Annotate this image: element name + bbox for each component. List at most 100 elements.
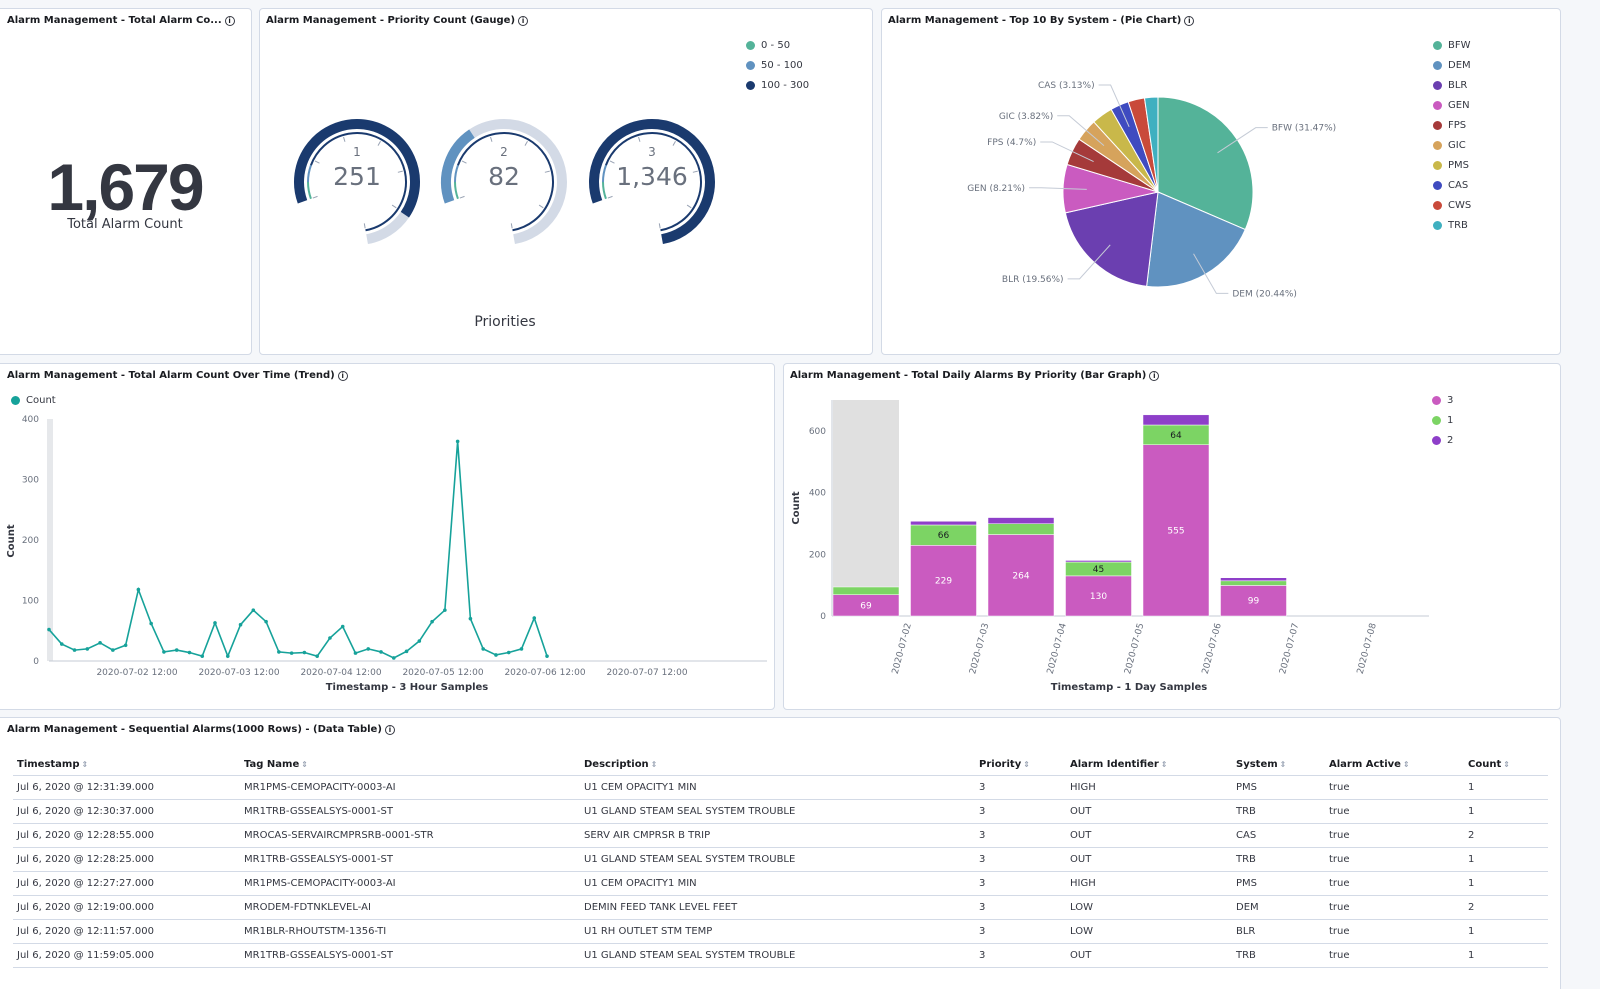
info-icon[interactable]: i <box>518 15 529 26</box>
trend-point[interactable] <box>366 647 371 651</box>
bar-segment-p3[interactable] <box>910 545 977 617</box>
gauge-legend-item[interactable]: 50 - 100 <box>746 55 809 75</box>
pie-legend-item[interactable]: BFW <box>1433 35 1471 55</box>
trend-point[interactable] <box>225 654 230 658</box>
trend-point[interactable] <box>277 650 281 654</box>
pie-legend-item[interactable]: CAS <box>1433 175 1471 195</box>
trend-point[interactable] <box>174 648 179 652</box>
pie-legend-item[interactable]: FPS <box>1433 115 1471 135</box>
column-header[interactable]: Alarm Identifier ⇕ <box>1066 754 1232 776</box>
trend-point[interactable] <box>47 627 51 632</box>
trend-point[interactable] <box>417 639 422 643</box>
trend-point[interactable] <box>72 648 77 652</box>
pie-legend-item[interactable]: DEM <box>1433 55 1471 75</box>
sort-icon[interactable]: ⇕ <box>81 760 89 769</box>
table-row[interactable]: Jul 6, 2020 @ 12:31:39.000 MR1PMS-CEMOPAC… <box>13 775 1548 800</box>
trend-point[interactable] <box>213 621 217 625</box>
pie-slice-trb[interactable] <box>1143 96 1159 193</box>
bar-segment-p1[interactable] <box>832 586 900 595</box>
legend-item-count[interactable]: Count <box>11 390 56 410</box>
bar-segment-p1[interactable] <box>1220 580 1287 586</box>
trend-point[interactable] <box>494 653 498 657</box>
info-icon[interactable]: i <box>1184 15 1195 26</box>
trend-point[interactable] <box>353 651 358 655</box>
column-header[interactable]: Count ⇕ <box>1464 754 1548 776</box>
pie-legend-item[interactable]: TRB <box>1433 215 1471 235</box>
pie-legend-item[interactable]: CWS <box>1433 195 1471 215</box>
trend-point[interactable] <box>302 650 307 655</box>
sort-icon[interactable]: ⇕ <box>1279 760 1287 769</box>
table-row[interactable]: Jul 6, 2020 @ 12:30:37.000 MR1TRB-GSSEALS… <box>13 799 1548 824</box>
bar-segment-p2[interactable] <box>1065 560 1132 563</box>
pie-legend-item[interactable]: PMS <box>1433 155 1471 175</box>
sort-icon[interactable]: ⇕ <box>1402 760 1410 769</box>
trend-point[interactable] <box>443 608 447 612</box>
info-icon[interactable]: i <box>384 724 395 735</box>
trend-point[interactable] <box>85 647 90 651</box>
sort-icon[interactable]: ⇕ <box>301 760 308 769</box>
bar-legend-item[interactable]: 1 <box>1432 410 1453 430</box>
trend-point[interactable] <box>545 654 549 658</box>
trend-point[interactable] <box>340 624 345 629</box>
bar-segment-p2[interactable] <box>1142 414 1210 426</box>
trend-point[interactable] <box>111 648 115 652</box>
trend-point[interactable] <box>264 619 268 624</box>
column-header[interactable]: Description ⇕ <box>580 754 975 776</box>
trend-point[interactable] <box>136 587 141 592</box>
bar-segment-p3[interactable] <box>1220 585 1287 617</box>
bar-segment-p3[interactable] <box>987 534 1055 617</box>
gauge-legend-item[interactable]: 0 - 50 <box>746 35 809 55</box>
bar-segment-p2[interactable] <box>910 521 977 526</box>
bar-legend-item[interactable]: 2 <box>1432 430 1453 450</box>
bar-segment-p2[interactable] <box>1220 577 1287 582</box>
table-row[interactable]: Jul 6, 2020 @ 12:28:55.000 MROCAS-SERVAIR… <box>13 823 1548 848</box>
bar-segment-p3[interactable] <box>1065 575 1132 617</box>
trend-point[interactable] <box>59 642 64 646</box>
trend-point[interactable] <box>532 616 537 620</box>
table-row[interactable]: Jul 6, 2020 @ 12:27:27.000 MR1PMS-CEMOPAC… <box>13 871 1548 896</box>
trend-point[interactable] <box>98 641 102 645</box>
trend-point[interactable] <box>379 650 383 654</box>
table-row[interactable]: Jul 6, 2020 @ 11:59:05.000 MR1TRB-GSSEALS… <box>13 943 1548 968</box>
trend-point[interactable] <box>289 651 294 655</box>
trend-point[interactable] <box>468 616 473 621</box>
table-row[interactable]: Jul 6, 2020 @ 12:11:57.000 MR1BLR-RHOUTST… <box>13 919 1548 944</box>
trend-point[interactable] <box>149 621 153 626</box>
column-header[interactable]: Tag Name ⇕ <box>240 754 580 776</box>
trend-point[interactable] <box>430 619 434 624</box>
trend-point[interactable] <box>519 647 524 651</box>
sort-icon[interactable]: ⇕ <box>1160 760 1168 769</box>
column-header[interactable]: Timestamp ⇕ <box>13 754 240 776</box>
trend-point[interactable] <box>455 439 460 444</box>
trend-point[interactable] <box>200 654 205 658</box>
trend-point[interactable] <box>315 654 319 658</box>
trend-point[interactable] <box>404 649 409 654</box>
column-header[interactable]: Priority ⇕ <box>975 754 1066 776</box>
column-header[interactable]: Alarm Active ⇕ <box>1325 754 1464 776</box>
table-row[interactable]: Jul 6, 2020 @ 12:19:00.000 MRODEM-FDTNKLE… <box>13 895 1548 920</box>
pie-legend-item[interactable]: BLR <box>1433 75 1471 95</box>
trend-point[interactable] <box>481 647 485 651</box>
info-icon[interactable]: i <box>337 370 348 381</box>
sort-icon[interactable]: ⇕ <box>1023 760 1030 769</box>
sort-icon[interactable]: ⇕ <box>650 760 658 769</box>
trend-point[interactable] <box>187 650 192 655</box>
bar-segment-p3[interactable] <box>1142 444 1210 617</box>
bar-legend-item[interactable]: 3 <box>1432 390 1453 410</box>
trend-point[interactable] <box>123 643 128 648</box>
pie-legend-item[interactable]: GIC <box>1433 135 1471 155</box>
bar-segment-p1[interactable] <box>987 523 1055 535</box>
trend-point[interactable] <box>391 656 396 660</box>
column-header[interactable]: System ⇕ <box>1232 754 1325 776</box>
sort-icon[interactable]: ⇕ <box>1503 760 1510 769</box>
gauge-legend-item[interactable]: 100 - 300 <box>746 75 809 95</box>
info-icon[interactable]: i <box>1149 370 1160 381</box>
pie-legend-item[interactable]: GEN <box>1433 95 1471 115</box>
trend-point[interactable] <box>328 636 332 640</box>
info-icon[interactable]: i <box>224 15 235 26</box>
trend-point[interactable] <box>506 650 511 655</box>
trend-point[interactable] <box>238 622 243 627</box>
bar-segment-p2[interactable] <box>987 517 1055 524</box>
trend-point[interactable] <box>251 608 256 612</box>
trend-point[interactable] <box>162 650 166 654</box>
